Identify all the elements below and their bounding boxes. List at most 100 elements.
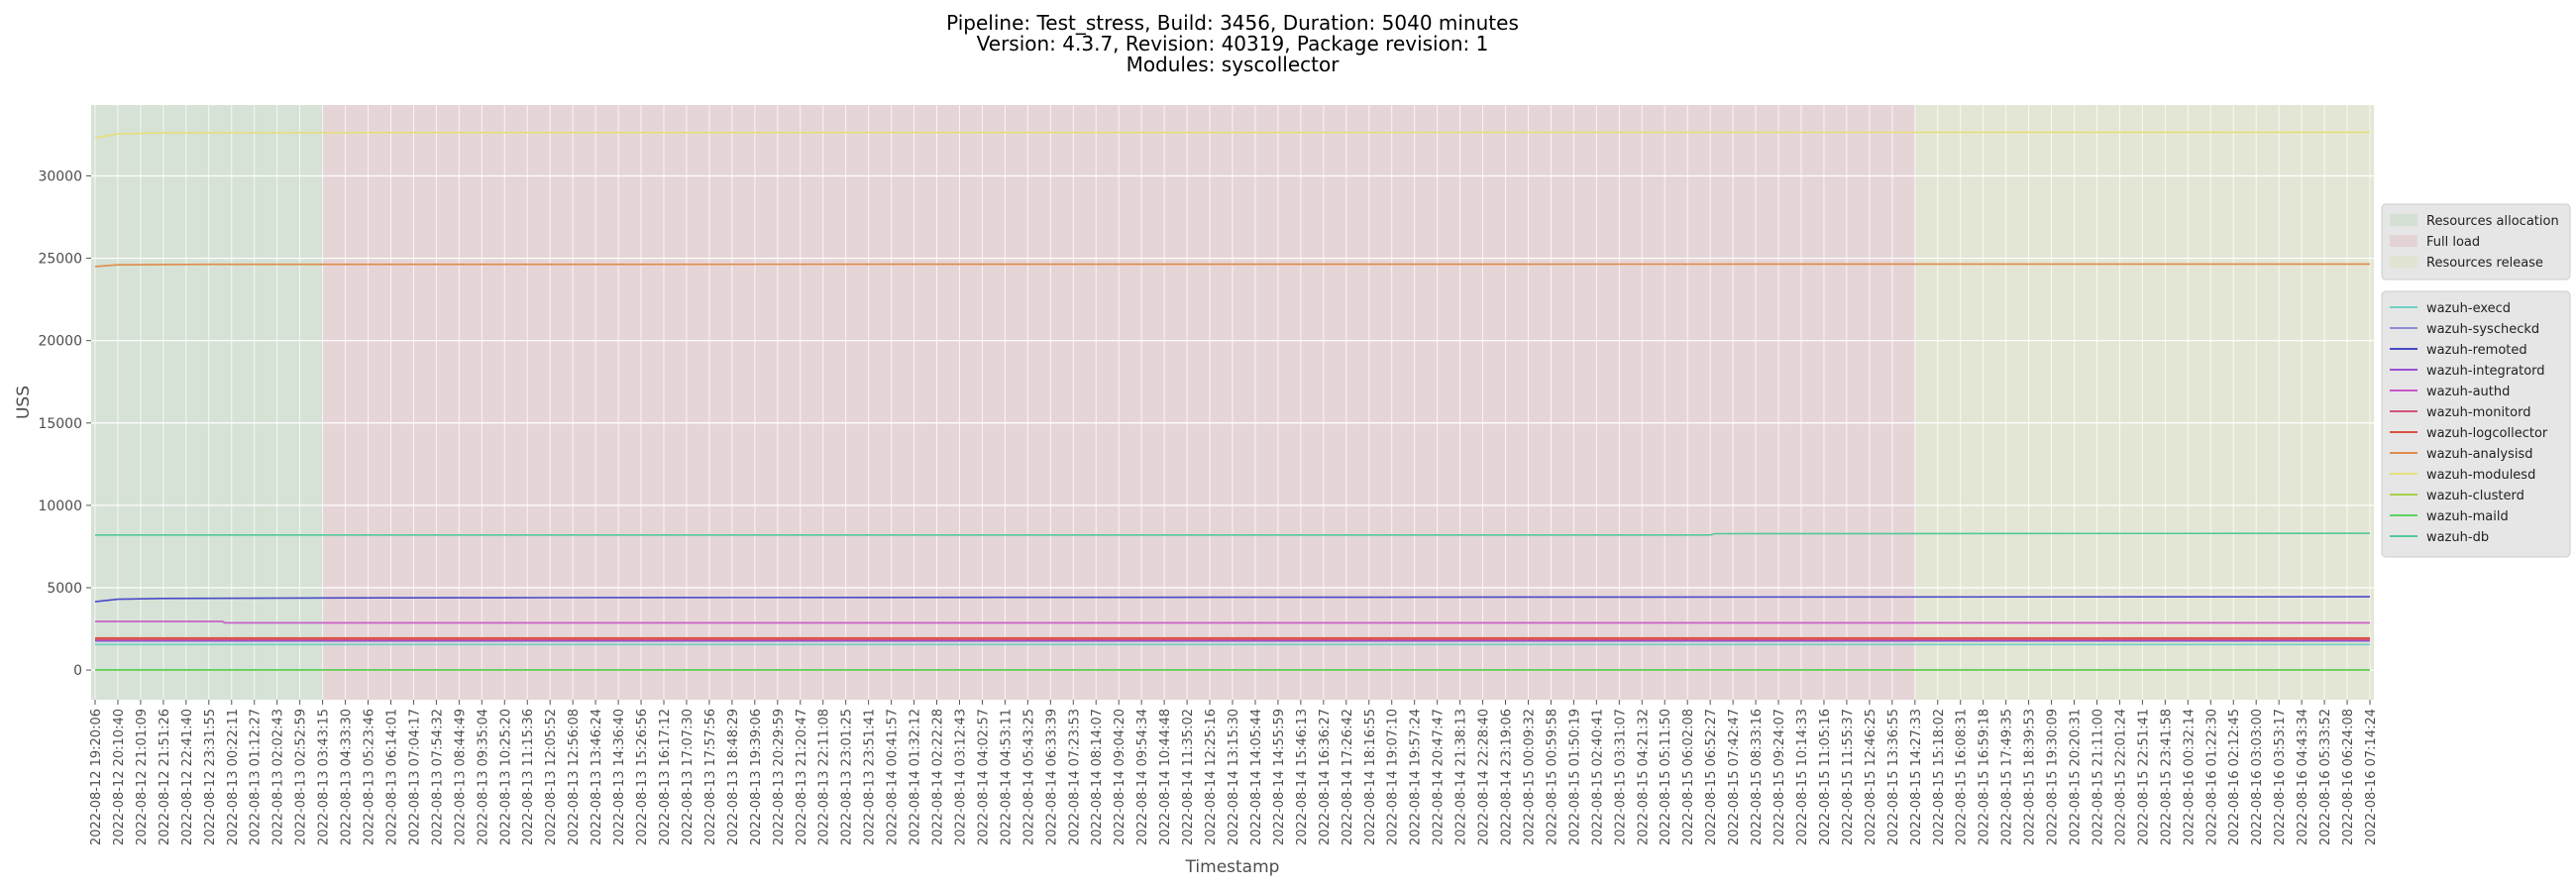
series-legend-label: wazuh-authd: [2426, 385, 2510, 399]
x-tick-label: 2022-08-14 11:35:02: [1181, 709, 1196, 845]
series-line-wazuh-remoted: [94, 596, 2371, 603]
x-tick-label: 2022-08-14 08:14:07: [1090, 709, 1105, 845]
y-tick-label: 0: [73, 663, 82, 679]
x-tick-label: 2022-08-13 09:35:04: [476, 709, 490, 845]
x-tick-label: 2022-08-14 09:04:20: [1113, 709, 1127, 845]
x-tick-label: 2022-08-12 20:10:40: [112, 709, 127, 845]
x-tick-label: 2022-08-14 04:02:57: [976, 709, 991, 845]
x-tick-label: 2022-08-15 11:05:16: [1818, 709, 1833, 845]
x-tick-label: 2022-08-13 16:17:12: [658, 709, 673, 845]
series-line-wazuh-db: [95, 532, 2371, 536]
series-legend-label: wazuh-analysisd: [2426, 447, 2532, 462]
x-tick-label: 2022-08-15 20:20:31: [2069, 709, 2084, 845]
x-tick-label: 2022-08-14 05:43:25: [1021, 709, 1036, 845]
x-tick-label: 2022-08-13 21:20:47: [795, 709, 809, 845]
series-legend-label: wazuh-logcollector: [2426, 426, 2548, 441]
x-tick-label: 2022-08-14 12:25:16: [1204, 709, 1219, 845]
x-tick-label: 2022-08-15 09:24:07: [1772, 709, 1787, 845]
x-tick-label: 2022-08-14 18:16:55: [1363, 709, 1378, 845]
x-tick-label: 2022-08-14 19:57:24: [1409, 709, 1424, 845]
x-tick-label: 2022-08-13 07:54:32: [430, 709, 445, 845]
y-tick-label: 10000: [38, 499, 82, 514]
x-tick-label: 2022-08-15 19:30:09: [2046, 709, 2061, 845]
x-tick-label: 2022-08-15 13:36:55: [1886, 709, 1901, 845]
x-tick-label: 2022-08-13 03:43:15: [317, 709, 332, 845]
x-tick-label: 2022-08-14 02:22:28: [931, 709, 946, 845]
phase-legend-swatch: [2390, 235, 2417, 247]
x-tick-label: 2022-08-15 17:49:35: [2000, 709, 2015, 845]
series-legend-label: wazuh-syscheckd: [2426, 322, 2539, 337]
x-tick-label: 2022-08-13 02:02:43: [271, 709, 286, 845]
x-tick-label: 2022-08-15 02:40:41: [1590, 709, 1605, 845]
x-tick-label: 2022-08-15 06:52:27: [1704, 709, 1719, 845]
x-tick-label: 2022-08-13 04:33:30: [340, 709, 355, 845]
y-tick-label: 20000: [38, 334, 82, 350]
x-tick-label: 2022-08-13 19:39:06: [749, 709, 764, 845]
x-tick-label: 2022-08-14 10:44:48: [1158, 709, 1173, 845]
x-tick-label: 2022-08-13 02:52:59: [294, 709, 309, 845]
x-tick-label: 2022-08-16 00:32:14: [2182, 709, 2197, 845]
series-legend-label: wazuh-execd: [2426, 301, 2511, 316]
x-tick-label: 2022-08-12 23:31:55: [203, 709, 218, 845]
y-axis-label: USS: [14, 386, 34, 419]
x-tick-label: 2022-08-13 11:15:36: [521, 709, 536, 845]
x-tick-label: 2022-08-15 06:02:08: [1681, 709, 1696, 845]
x-tick-label: 2022-08-14 16:36:27: [1318, 709, 1333, 845]
x-tick-label: 2022-08-15 15:18:02: [1932, 709, 1947, 845]
x-tick-label: 2022-08-15 23:41:58: [2159, 709, 2174, 845]
x-tick-label: 2022-08-15 18:39:53: [2023, 709, 2038, 845]
x-tick-label: 2022-08-13 10:25:20: [498, 709, 513, 845]
x-tick-label: 2022-08-14 14:55:59: [1272, 709, 1287, 845]
x-tick-label: 2022-08-16 07:14:24: [2364, 709, 2379, 845]
x-tick-label: 2022-08-14 04:53:11: [999, 709, 1014, 845]
series-legend-box: [2381, 290, 2571, 558]
series-lines: [94, 131, 2371, 671]
x-tick-label: 2022-08-13 08:44:49: [453, 709, 468, 845]
series-line-wazuh-analysisd: [94, 263, 2371, 268]
x-tick-label: 2022-08-13 01:12:27: [249, 709, 264, 845]
x-tick-label: 2022-08-13 20:29:59: [772, 709, 787, 845]
x-tick-label: 2022-08-16 05:33:52: [2318, 709, 2333, 845]
x-tick-label: 2022-08-12 21:51:26: [158, 709, 172, 845]
phase-band: [1914, 105, 2374, 700]
x-tick-label: 2022-08-14 13:15:30: [1227, 709, 1241, 845]
x-tick-label: 2022-08-13 23:01:25: [840, 709, 855, 845]
x-tick-label: 2022-08-13 12:56:08: [567, 709, 582, 845]
series-legend: wazuh-execd wazuh-syscheckd wazuh-remoted w…: [2381, 290, 2571, 558]
x-tick-label: 2022-08-13 23:51:41: [863, 709, 878, 845]
x-tick-label: 2022-08-14 01:32:12: [909, 709, 923, 845]
y-tick-label: 15000: [38, 416, 82, 432]
series-legend-label: wazuh-clusterd: [2426, 489, 2524, 503]
x-tick-label: 2022-08-14 03:12:43: [954, 709, 969, 845]
x-tick-label: 2022-08-14 22:28:40: [1477, 709, 1492, 845]
x-tick-label: 2022-08-14 21:38:13: [1454, 709, 1469, 845]
x-tick-label: 2022-08-13 05:23:46: [363, 709, 377, 845]
x-tick-label: 2022-08-13 00:22:11: [226, 709, 241, 845]
y-tick-label: 30000: [38, 168, 82, 184]
x-tick-label: 2022-08-15 07:42:47: [1727, 709, 1742, 845]
x-tick-label: 2022-08-16 03:53:17: [2273, 709, 2288, 845]
x-tick-label: 2022-08-13 22:11:08: [817, 709, 832, 845]
x-tick-label: 2022-08-15 10:14:33: [1795, 709, 1810, 845]
x-tick-label: 2022-08-13 12:05:52: [544, 709, 559, 845]
x-tick-label: 2022-08-13 14:36:40: [612, 709, 627, 845]
x-tick-label: 2022-08-14 07:23:53: [1067, 709, 1082, 845]
x-tick-label: 2022-08-15 16:08:31: [1955, 709, 1970, 845]
x-tick-label: 2022-08-15 08:33:16: [1750, 709, 1765, 845]
x-tick-label: 2022-08-14 14:05:44: [1249, 709, 1264, 845]
phase-legend-label: Resources release: [2426, 256, 2543, 271]
x-tick-label: 2022-08-14 20:47:47: [1432, 709, 1447, 845]
title-line: Version: 4.3.7, Revision: 40319, Package…: [977, 32, 1489, 56]
y-tick-label: 5000: [47, 581, 82, 597]
x-tick-label: 2022-08-13 13:46:24: [590, 709, 604, 845]
x-tick-label: 2022-08-12 22:41:40: [180, 709, 195, 845]
x-tick-label: 2022-08-12 19:20:06: [89, 709, 104, 845]
phase-legend-box: [2381, 203, 2571, 280]
x-tick-label: 2022-08-15 04:21:32: [1636, 709, 1651, 845]
x-tick-label: 2022-08-16 06:24:08: [2341, 709, 2356, 845]
phase-legend-swatch: [2390, 214, 2417, 226]
x-tick-label: 2022-08-13 07:04:17: [407, 709, 422, 845]
x-tick-label: 2022-08-15 14:27:33: [1909, 709, 1924, 845]
x-tick-label: 2022-08-13 17:57:56: [703, 709, 718, 845]
